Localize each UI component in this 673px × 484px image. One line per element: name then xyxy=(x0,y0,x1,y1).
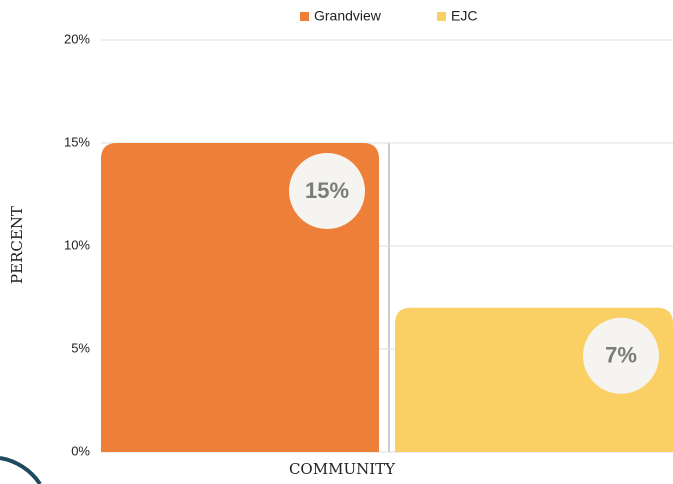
value-label: 7% xyxy=(605,343,637,368)
decoration xyxy=(0,456,42,484)
y-axis-label: PERCENT xyxy=(8,206,26,284)
value-label: 15% xyxy=(305,178,349,203)
value-label-bubble xyxy=(583,317,659,394)
x-axis-label: COMMUNITY xyxy=(289,460,396,478)
legend-swatch xyxy=(437,12,446,21)
y-tick-label: 5% xyxy=(71,340,90,355)
y-tick-label: 15% xyxy=(64,134,90,149)
legend-swatch xyxy=(300,12,309,21)
y-tick-label: 10% xyxy=(64,237,90,252)
y-tick-label: 20% xyxy=(64,31,90,46)
legend-label: Grandview xyxy=(314,8,382,24)
legend-label: EJC xyxy=(451,8,477,24)
value-label-bubble xyxy=(289,153,365,229)
y-tick-label: 0% xyxy=(71,443,90,458)
